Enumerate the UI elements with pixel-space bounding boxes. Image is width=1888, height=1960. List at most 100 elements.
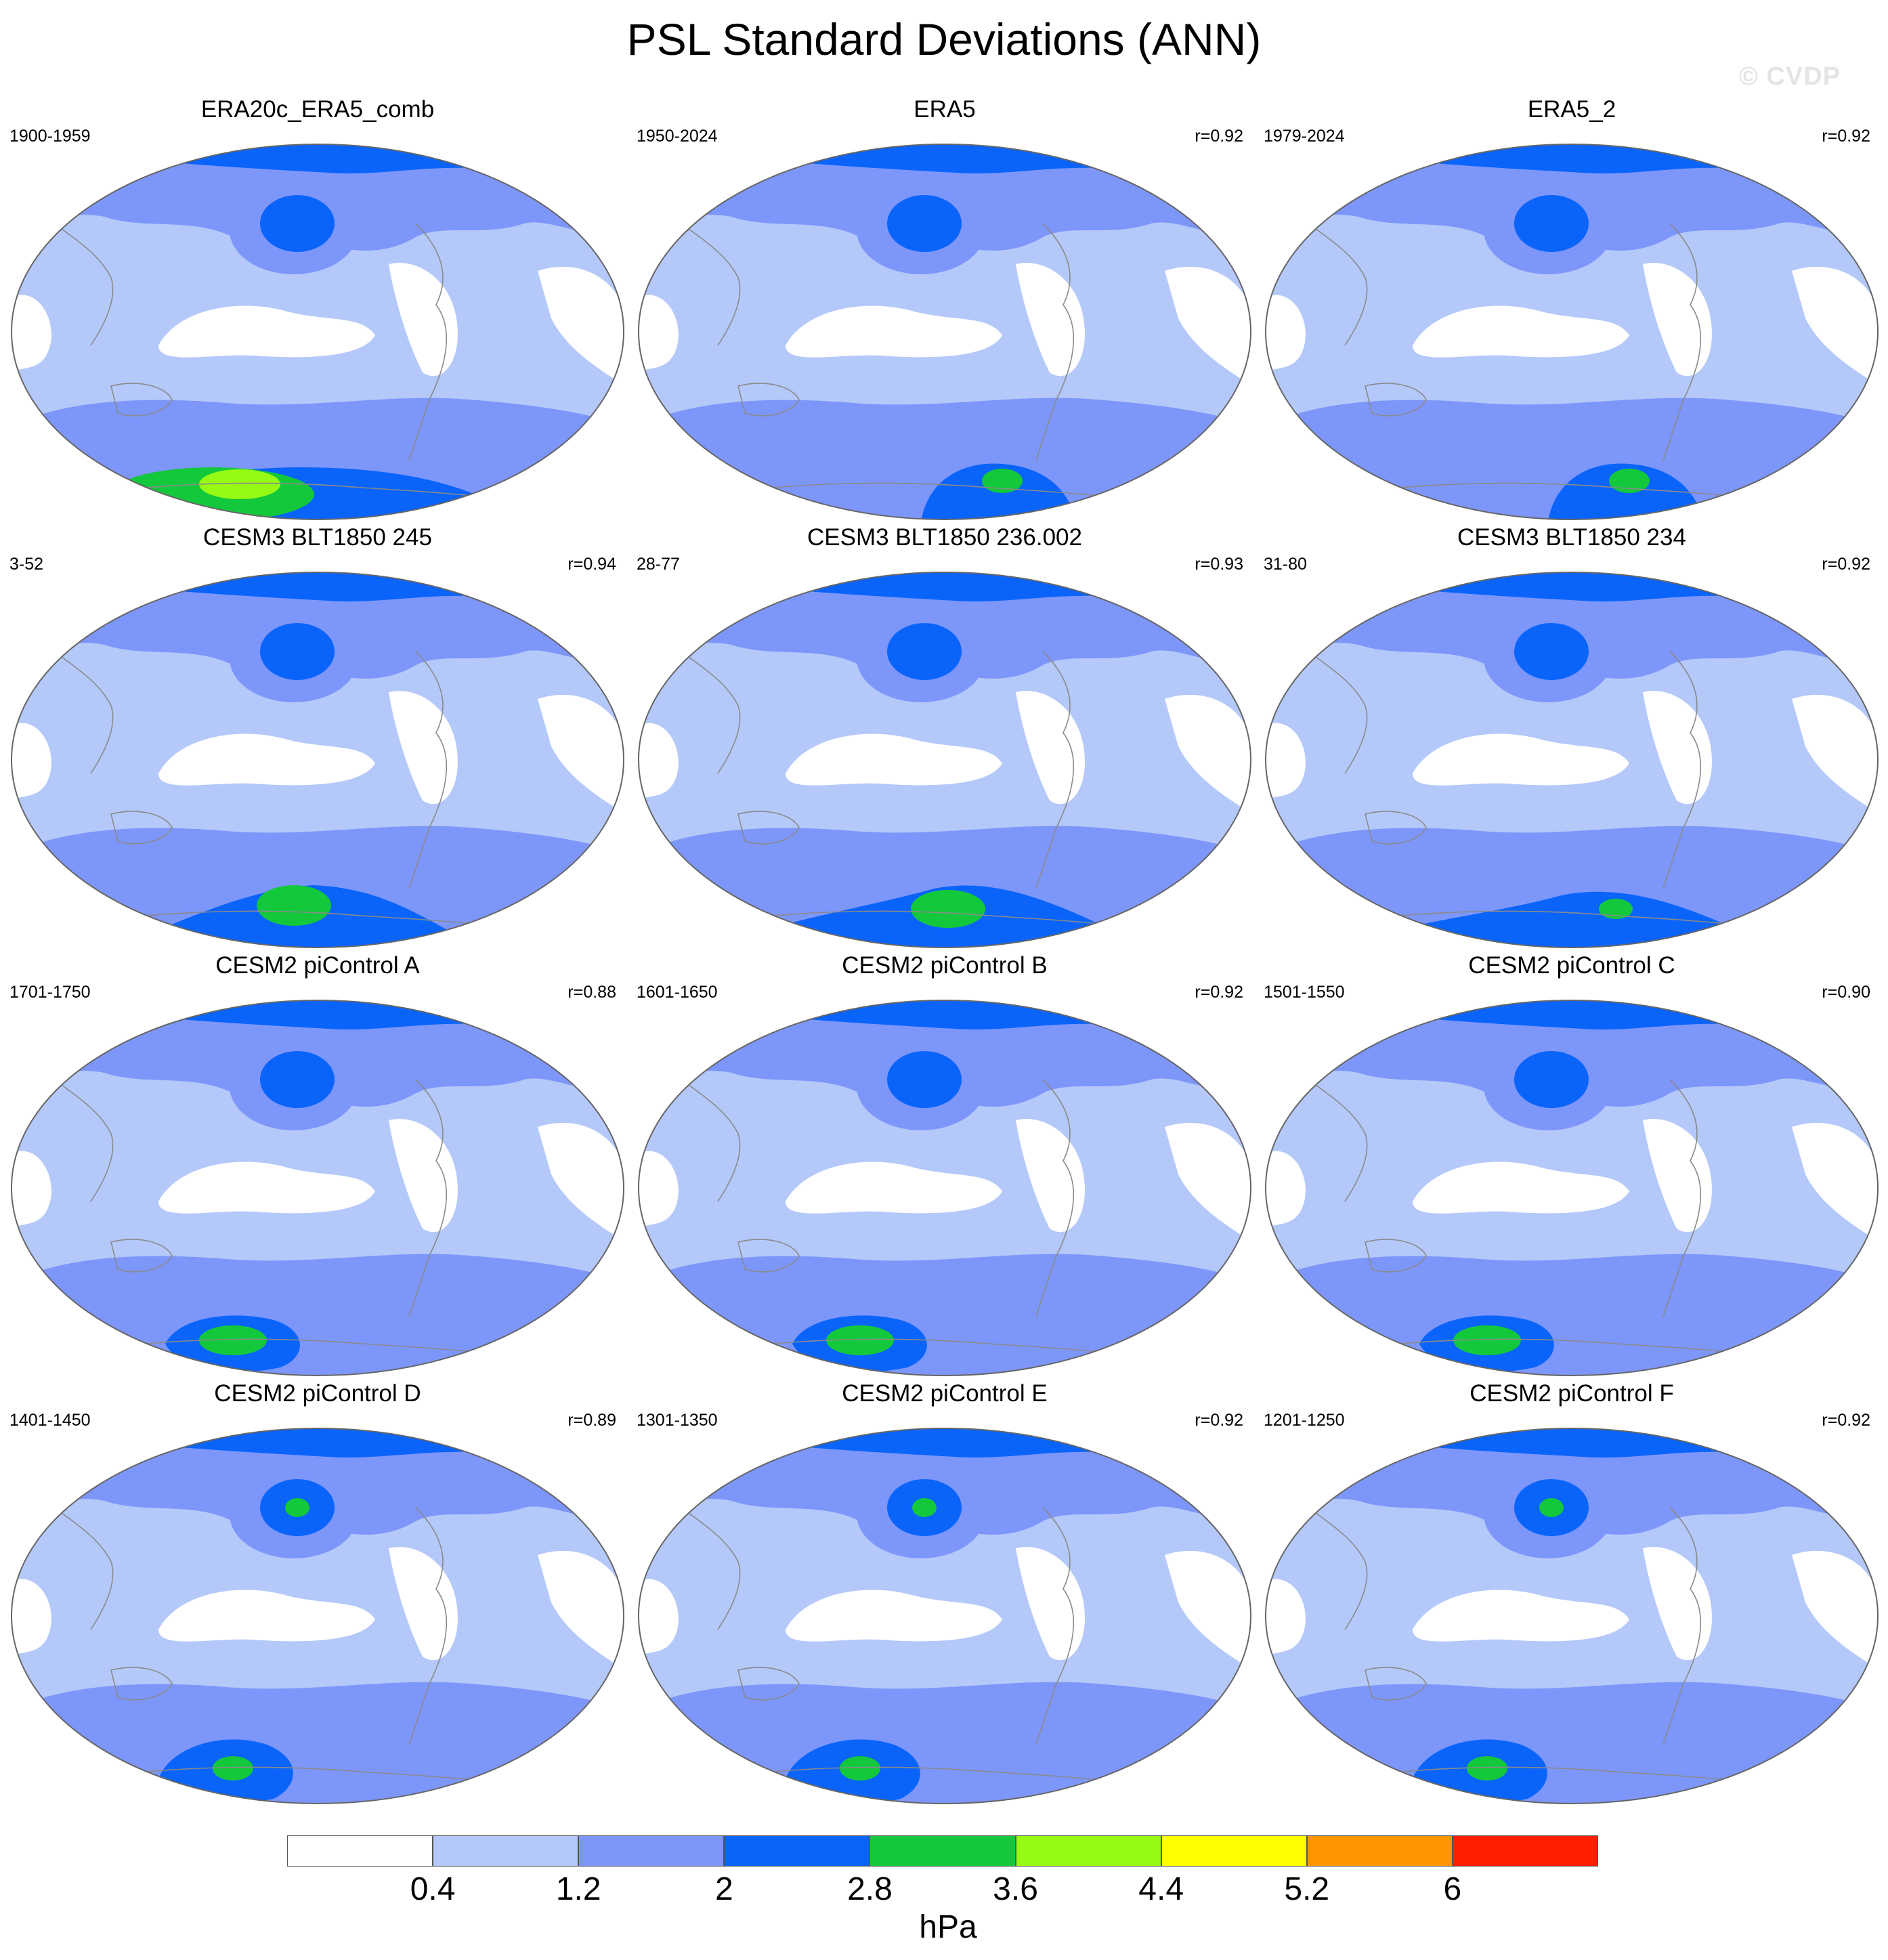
panel-year-range: 1601-1650 [637, 983, 718, 1002]
colorbar-swatch [1015, 1835, 1161, 1867]
contour-0p4-tropics [158, 305, 375, 358]
panel-title: CESM2 piControl C [1468, 952, 1675, 979]
contour-0p4-atlantic [538, 694, 624, 814]
contour-0p4-atlantic [1165, 694, 1251, 814]
panel-correlation: r=0.92 [1195, 1411, 1243, 1430]
coastline-layer [663, 209, 1152, 502]
panel-title: CESM2 piControl D [214, 1380, 421, 1407]
contour-0p4-atlantic [1792, 266, 1878, 386]
contour-2p8-aleutian-low [887, 195, 962, 252]
coastline-americas [1662, 651, 1702, 889]
coastline-layer [36, 1065, 525, 1358]
contour-0p4-s-america [1016, 691, 1085, 805]
colorbar-swatch [724, 1835, 870, 1867]
panel-title: CESM2 piControl E [842, 1380, 1048, 1407]
contour-fill-layer [1266, 572, 1878, 947]
panel-correlation: r=0.92 [1822, 1411, 1870, 1430]
map-border [638, 1428, 1251, 1804]
contour-3p6-core [826, 1325, 894, 1355]
map-border [11, 1000, 624, 1376]
coastline-americas [1035, 1079, 1075, 1317]
coastline-layer [36, 1493, 525, 1786]
coastline-antarctica [90, 1338, 525, 1358]
contour-0p4-tropics [786, 733, 1002, 786]
panel-year-range: 1701-1750 [9, 983, 91, 1002]
contour-2p8-arctic [704, 1428, 1192, 1458]
coastline-americas [408, 1079, 448, 1317]
coastline-layer [663, 637, 1152, 930]
colorbar-tick-label: 6 [1443, 1871, 1462, 1907]
panel-year-range: 1201-1250 [1264, 1411, 1345, 1430]
coastline-americas [1035, 651, 1075, 889]
contour-3p6-core [285, 1498, 309, 1517]
coastline-australia [737, 383, 800, 417]
contour-0p4-africa [12, 295, 51, 372]
panel-correlation: r=0.88 [567, 983, 616, 1002]
contour-0p4-tropics [158, 1590, 375, 1642]
contour-2p8-aleutian-low [887, 1051, 962, 1108]
colorbar-swatch [1161, 1835, 1307, 1867]
coastline-asia [36, 209, 114, 346]
coastline-antarctica [90, 482, 525, 502]
contour-2p8-aleutian-low [260, 1051, 335, 1108]
contour-2p0-south [1266, 398, 1878, 519]
map-panel: CESM2 piControl D 1401-1450 r=0.89 [9, 1379, 626, 1806]
contour-3p6-core [199, 1325, 267, 1355]
contour-2p0-south [1266, 826, 1878, 947]
contour-2p8-aleutian-low [1514, 623, 1589, 680]
psl-stddev-map [1265, 1000, 1879, 1376]
map-panel: CESM3 BLT1850 245 3-52 r=0.94 [9, 523, 626, 950]
panel-title: ERA20c_ERA5_comb [200, 96, 435, 123]
contour-0p4-tropics [1413, 1590, 1629, 1642]
coastline-layer [1290, 637, 1779, 930]
colorbar-swatch [578, 1835, 725, 1867]
colorbar-swatch [1306, 1835, 1453, 1867]
coastline-australia [737, 1667, 800, 1701]
contour-0p4-tropics [786, 1590, 1002, 1642]
coastline-asia [1290, 209, 1368, 346]
coastline-asia [663, 1065, 741, 1202]
psl-stddev-map [638, 572, 1251, 948]
contour-0p4-s-america [1016, 1547, 1085, 1661]
coastline-asia [1290, 637, 1368, 774]
coastline-australia [110, 1667, 173, 1701]
contour-0p4-tropics [158, 1162, 375, 1214]
panel-correlation: r=0.92 [1195, 983, 1243, 1002]
panel-year-range: 1301-1350 [637, 1411, 718, 1430]
contour-3p6-core [257, 885, 331, 926]
coastline-layer [663, 1493, 1152, 1786]
contour-0p4-africa [639, 1579, 679, 1657]
map-border [11, 572, 624, 948]
contour-0p4-s-america [1643, 1547, 1712, 1661]
contour-0p4-africa [639, 295, 679, 372]
contour-0p4-s-america [1643, 1119, 1712, 1233]
contour-3p6-core [911, 890, 985, 928]
contour-2p8-arctic [1331, 1428, 1819, 1458]
contour-0p4-s-america [389, 1547, 458, 1661]
contour-0p4-s-america [1643, 263, 1712, 377]
psl-stddev-map [11, 1428, 624, 1804]
coastline-australia [110, 1239, 173, 1273]
contour-0p4-atlantic [1165, 1550, 1251, 1670]
colorbar-tick-label: 5.2 [1284, 1871, 1330, 1907]
contour-0p4-atlantic [1792, 1550, 1878, 1670]
contour-2p8-aleutian-low [260, 623, 335, 680]
contour-3p6-core [213, 1756, 253, 1781]
contour-2p8-aleutian-low [1514, 195, 1589, 252]
contour-0p4-africa [1266, 295, 1306, 372]
panel-year-range: 1401-1450 [9, 1411, 91, 1430]
map-border [11, 144, 624, 520]
contour-0p4-africa [639, 1151, 679, 1229]
coastline-australia [1365, 811, 1427, 845]
coastline-asia [36, 637, 114, 774]
panel-correlation: r=0.92 [1822, 555, 1870, 574]
map-panel: ERA20c_ERA5_comb 1900-1959 [9, 95, 626, 521]
contour-0p4-atlantic [1792, 1122, 1878, 1242]
contour-2p8-arctic [1331, 144, 1819, 174]
panel-year-range: 3-52 [9, 555, 44, 574]
contour-fill-layer [12, 144, 624, 519]
panel-title: ERA5 [914, 96, 976, 123]
panel-title: CESM3 BLT1850 234 [1457, 524, 1686, 551]
panel-year-range: 28-77 [637, 555, 680, 574]
contour-0p4-africa [1266, 1151, 1306, 1229]
